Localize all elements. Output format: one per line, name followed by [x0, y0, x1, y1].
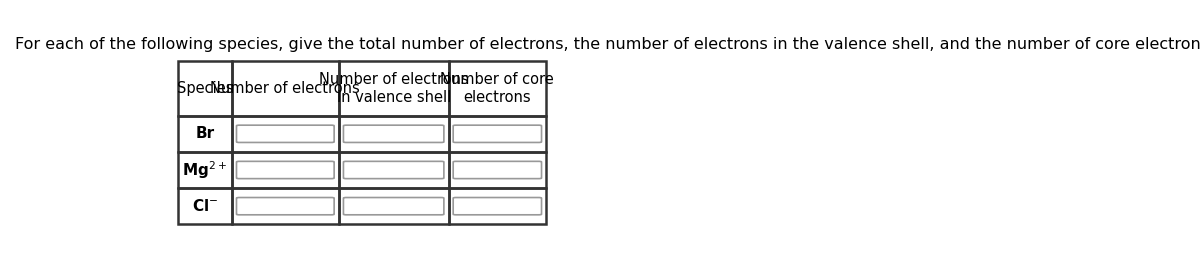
Bar	[178, 152, 232, 188]
Bar	[232, 152, 338, 188]
FancyBboxPatch shape	[454, 161, 541, 179]
Text: Species: Species	[176, 81, 233, 96]
Bar	[338, 62, 449, 116]
Bar	[232, 188, 338, 224]
Bar	[449, 188, 546, 224]
Text: Number of electrons
in valence shell: Number of electrons in valence shell	[319, 72, 468, 105]
Text: Br: Br	[196, 126, 215, 141]
FancyBboxPatch shape	[343, 161, 444, 179]
Bar	[178, 116, 232, 152]
Bar	[178, 188, 232, 224]
Bar	[449, 152, 546, 188]
Text: For each of the following species, give the total number of electrons, the numbe: For each of the following species, give …	[16, 37, 1200, 52]
Bar	[338, 188, 449, 224]
FancyBboxPatch shape	[454, 198, 541, 215]
FancyBboxPatch shape	[236, 161, 334, 179]
Bar	[449, 116, 546, 152]
Text: Mg$^{2+}$: Mg$^{2+}$	[182, 159, 227, 181]
FancyBboxPatch shape	[454, 125, 541, 143]
FancyBboxPatch shape	[343, 125, 444, 143]
Text: Number of core
electrons: Number of core electrons	[440, 72, 554, 105]
Bar	[232, 116, 338, 152]
Bar	[449, 62, 546, 116]
Bar	[338, 116, 449, 152]
Text: Cl$^{-}$: Cl$^{-}$	[192, 198, 218, 214]
Bar	[178, 62, 232, 116]
FancyBboxPatch shape	[236, 198, 334, 215]
Bar	[232, 62, 338, 116]
Bar	[338, 152, 449, 188]
FancyBboxPatch shape	[236, 125, 334, 143]
FancyBboxPatch shape	[343, 198, 444, 215]
Text: Number of electrons: Number of electrons	[210, 81, 360, 96]
